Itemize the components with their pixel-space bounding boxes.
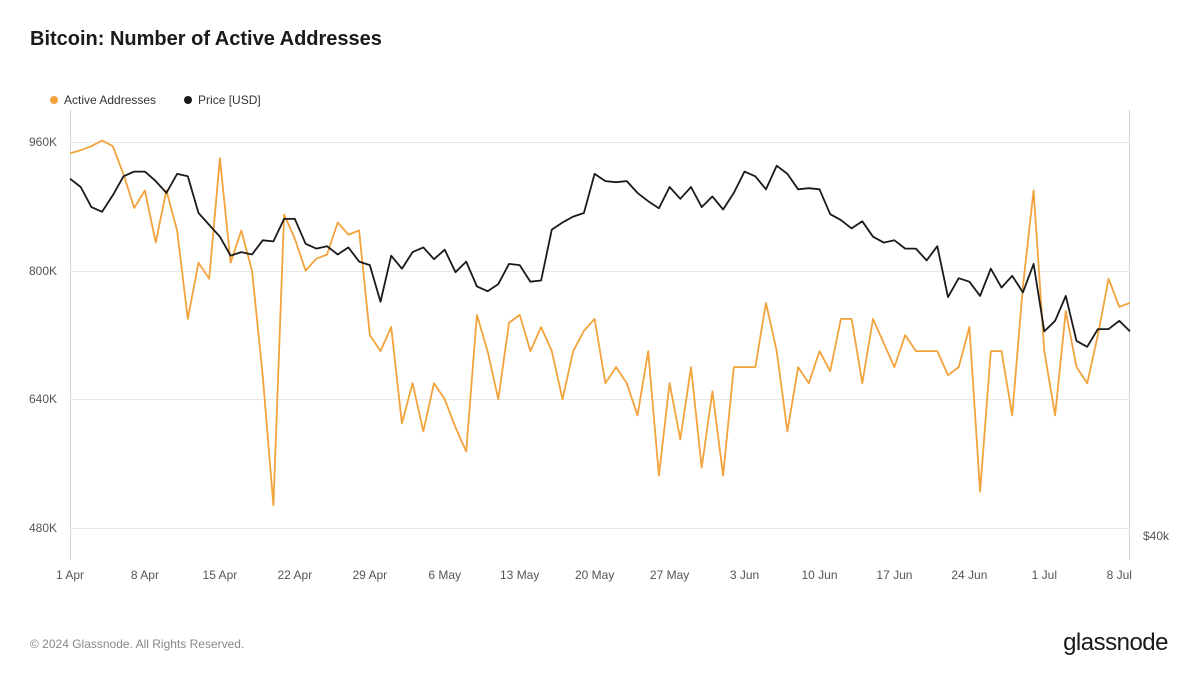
legend-label: Active Addresses bbox=[64, 93, 156, 107]
legend-label: Price [USD] bbox=[198, 93, 261, 107]
x-tick-label: 27 May bbox=[650, 568, 689, 582]
series-line-addresses bbox=[70, 141, 1130, 506]
y-tick-label: $40k bbox=[1143, 529, 1169, 543]
x-tick-label: 8 Apr bbox=[131, 568, 159, 582]
x-tick-label: 13 May bbox=[500, 568, 539, 582]
x-tick-label: 1 Jul bbox=[1032, 568, 1057, 582]
x-tick-label: 24 Jun bbox=[951, 568, 987, 582]
x-tick-label: 15 Apr bbox=[203, 568, 238, 582]
chart-title: Bitcoin: Number of Active Addresses bbox=[30, 28, 382, 51]
chart-plot-area bbox=[70, 110, 1130, 560]
legend: Active Addresses Price [USD] bbox=[50, 93, 261, 107]
legend-dot-icon bbox=[184, 96, 192, 104]
x-tick-label: 8 Jul bbox=[1107, 568, 1132, 582]
y-tick-label: 480K bbox=[29, 521, 57, 535]
x-tick-label: 29 Apr bbox=[352, 568, 387, 582]
x-tick-label: 10 Jun bbox=[801, 568, 837, 582]
y-tick-label: 960K bbox=[29, 135, 57, 149]
x-tick-label: 22 Apr bbox=[277, 568, 312, 582]
y-axis-right: $40k bbox=[1135, 110, 1195, 560]
y-tick-label: 800K bbox=[29, 264, 57, 278]
copyright-text: © 2024 Glassnode. All Rights Reserved. bbox=[30, 637, 244, 651]
x-tick-label: 20 May bbox=[575, 568, 614, 582]
legend-item-addresses: Active Addresses bbox=[50, 93, 156, 107]
x-tick-label: 17 Jun bbox=[876, 568, 912, 582]
x-tick-label: 1 Apr bbox=[56, 568, 84, 582]
y-axis-left: 480K 640K 800K 960K bbox=[0, 110, 65, 560]
x-axis: 1 Apr8 Apr15 Apr22 Apr29 Apr6 May13 May2… bbox=[70, 568, 1130, 588]
brand-logo: glassnode bbox=[1063, 629, 1168, 657]
x-tick-label: 3 Jun bbox=[730, 568, 759, 582]
y-tick-label: 640K bbox=[29, 392, 57, 406]
x-tick-label: 6 May bbox=[428, 568, 461, 582]
series-line-price bbox=[70, 166, 1130, 347]
legend-item-price: Price [USD] bbox=[184, 93, 261, 107]
legend-dot-icon bbox=[50, 96, 58, 104]
